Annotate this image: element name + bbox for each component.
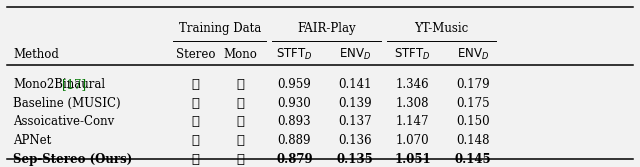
Text: 0.145: 0.145 (455, 153, 492, 166)
Text: 0.889: 0.889 (278, 134, 311, 147)
Text: Sep-Stereo (Ours): Sep-Stereo (Ours) (13, 153, 132, 166)
Text: $\mathrm{STFT}_{D}$: $\mathrm{STFT}_{D}$ (394, 46, 431, 62)
Text: ✗: ✗ (236, 115, 244, 128)
Text: $\mathrm{ENV}_{D}$: $\mathrm{ENV}_{D}$ (457, 46, 490, 62)
Text: YT-Music: YT-Music (414, 22, 468, 35)
Text: ✓: ✓ (191, 153, 200, 166)
Text: 1.051: 1.051 (394, 153, 431, 166)
Text: Mono: Mono (223, 48, 257, 61)
Text: 0.139: 0.139 (339, 97, 372, 110)
Text: Training Data: Training Data (179, 22, 261, 35)
Text: ✓: ✓ (191, 97, 200, 110)
Text: 0.175: 0.175 (456, 97, 490, 110)
Text: 0.137: 0.137 (339, 115, 372, 128)
Text: APNet: APNet (13, 134, 52, 147)
Text: [17]: [17] (62, 78, 86, 91)
Text: 1.308: 1.308 (396, 97, 429, 110)
Text: Assoicative-Conv: Assoicative-Conv (13, 115, 115, 128)
Text: 0.930: 0.930 (278, 97, 311, 110)
Text: 1.070: 1.070 (396, 134, 429, 147)
Text: ✓: ✓ (191, 115, 200, 128)
Text: 0.136: 0.136 (339, 134, 372, 147)
Text: 0.959: 0.959 (278, 78, 311, 91)
Text: FAIR-Play: FAIR-Play (297, 22, 356, 35)
Text: 0.135: 0.135 (337, 153, 374, 166)
Text: $\mathrm{STFT}_{D}$: $\mathrm{STFT}_{D}$ (276, 46, 313, 62)
Text: ✓: ✓ (191, 78, 200, 91)
Text: 0.179: 0.179 (456, 78, 490, 91)
Text: 1.147: 1.147 (396, 115, 429, 128)
Text: Mono2Binaural: Mono2Binaural (13, 78, 106, 91)
Text: ✓: ✓ (236, 153, 244, 166)
Text: 0.141: 0.141 (339, 78, 372, 91)
Text: ✗: ✗ (236, 134, 244, 147)
Text: Stereo: Stereo (176, 48, 215, 61)
Text: $\mathrm{ENV}_{D}$: $\mathrm{ENV}_{D}$ (339, 46, 371, 62)
Text: Baseline (MUSIC): Baseline (MUSIC) (13, 97, 121, 110)
Text: ✗: ✗ (236, 78, 244, 91)
Text: 0.879: 0.879 (276, 153, 313, 166)
Text: Method: Method (13, 48, 60, 61)
Text: ✓: ✓ (236, 97, 244, 110)
Text: 0.148: 0.148 (456, 134, 490, 147)
Text: 0.150: 0.150 (456, 115, 490, 128)
Text: ✓: ✓ (191, 134, 200, 147)
Text: 0.893: 0.893 (278, 115, 311, 128)
Text: 1.346: 1.346 (396, 78, 429, 91)
